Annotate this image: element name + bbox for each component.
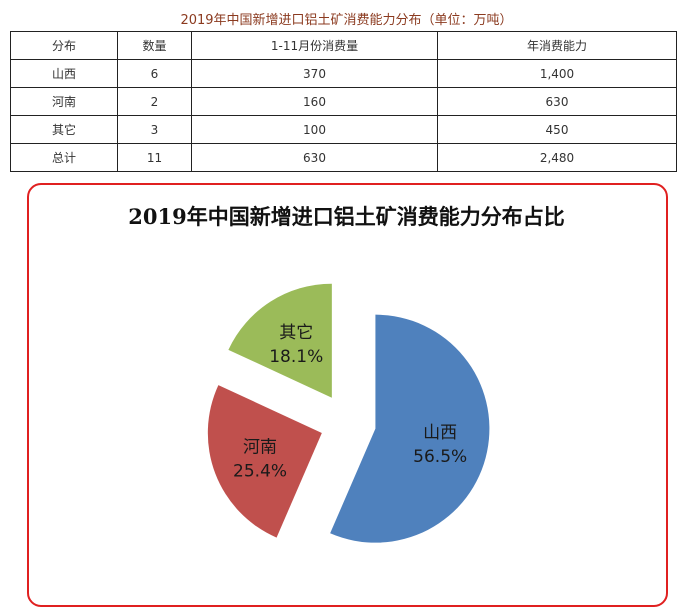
chart-frame — [27, 183, 668, 607]
cell: 其它 — [10, 115, 118, 144]
pie-slice-0 — [330, 314, 490, 543]
slice-category-label: 山西 — [423, 423, 457, 443]
slice-category-label: 其它 — [279, 323, 313, 343]
cell: 100 — [191, 115, 438, 144]
table-row: 总计 11 630 2,480 — [10, 143, 677, 172]
slice-value-label: 18.1% — [269, 347, 323, 367]
chart-title: 2019年中国新增进口铝土矿消费能力分布占比 — [128, 204, 565, 229]
cell: 2 — [117, 87, 192, 116]
cell: 630 — [437, 87, 677, 116]
data-table: 分布 数量 1-11月份消费量 年消费能力 山西 6 370 1,400 河南 2 160… — [10, 31, 677, 172]
cell: 11 — [117, 143, 192, 172]
header-cell: 分布 — [10, 31, 118, 60]
cell: 1,400 — [437, 59, 677, 88]
table-title: 2019年中国新增进口铝土矿消费能力分布（单位：万吨） — [180, 13, 513, 28]
table-row: 山西 6 370 1,400 — [10, 59, 677, 88]
table-row: 其它 3 100 450 — [10, 115, 677, 144]
table-header-row: 分布 数量 1-11月份消费量 年消费能力 — [10, 31, 677, 60]
cell: 总计 — [10, 143, 118, 172]
cell: 450 — [437, 115, 677, 144]
header-cell: 1-11月份消费量 — [191, 31, 438, 60]
cell: 2,480 — [437, 143, 677, 172]
header-cell: 年消费能力 — [437, 31, 677, 60]
slice-value-label: 56.5% — [413, 447, 467, 467]
header-cell: 数量 — [117, 31, 192, 60]
slice-value-label: 25.4% — [233, 462, 287, 482]
cell: 370 — [191, 59, 438, 88]
slice-category-label: 河南 — [243, 438, 277, 458]
cell: 630 — [191, 143, 438, 172]
table-row: 河南 2 160 630 — [10, 87, 677, 116]
pie-slice-2 — [228, 283, 332, 398]
pie-slice-1 — [207, 385, 322, 538]
